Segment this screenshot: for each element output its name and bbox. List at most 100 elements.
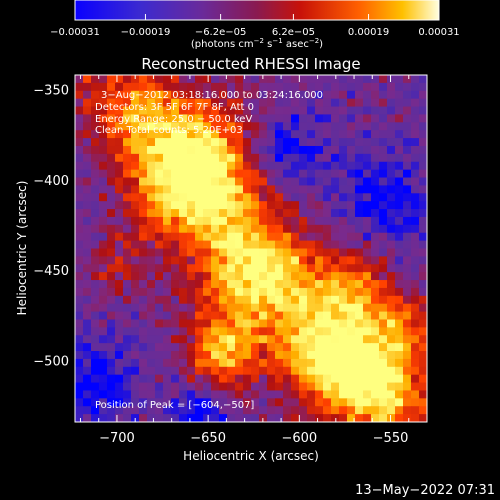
heatmap-cell — [419, 287, 427, 297]
heatmap-cell — [123, 390, 132, 399]
heatmap-cell — [387, 216, 396, 226]
heatmap-cell — [291, 82, 300, 92]
heatmap-cell — [363, 193, 372, 202]
heatmap-cell — [139, 351, 148, 360]
heatmap-cell — [195, 90, 204, 100]
heatmap-cell — [195, 311, 204, 321]
heatmap-cell — [259, 398, 268, 407]
heatmap-cell — [131, 287, 140, 297]
heatmap-cell — [131, 185, 140, 194]
heatmap-cell — [203, 145, 212, 155]
heatmap-cell — [139, 232, 148, 242]
heatmap-cell — [299, 201, 308, 210]
heatmap-cell — [131, 390, 140, 399]
heatmap-cell — [371, 358, 380, 368]
heatmap-cell — [187, 216, 196, 226]
heatmap-cell — [275, 232, 284, 242]
heatmap-cell — [195, 319, 204, 328]
heatmap-cell — [411, 169, 420, 179]
heatmap-cell — [187, 122, 196, 131]
heatmap-cell — [211, 319, 220, 328]
heatmap-cell — [419, 90, 427, 100]
heatmap-cell — [315, 398, 324, 407]
heatmap-cell — [243, 256, 252, 265]
heatmap-cell — [203, 311, 212, 321]
heatmap-cell — [75, 106, 84, 116]
heatmap-cell — [107, 209, 116, 218]
heatmap-cell — [323, 414, 332, 422]
heatmap-cell — [315, 256, 324, 265]
heatmap-cell — [387, 311, 396, 321]
heatmap-cell — [187, 366, 196, 376]
heatmap-cell — [403, 98, 412, 108]
heatmap-cell — [179, 398, 188, 407]
heatmap-cell — [259, 114, 268, 123]
heatmap-cell — [171, 185, 180, 194]
heatmap-cell — [403, 122, 412, 131]
heatmap-cell — [91, 319, 100, 328]
heatmap-cell — [339, 185, 348, 194]
heatmap-cell — [139, 287, 148, 297]
heatmap-cell — [331, 303, 340, 313]
heatmap-cell — [163, 406, 172, 415]
heatmap-cell — [363, 201, 372, 210]
heatmap-cell — [379, 280, 388, 289]
heatmap-cell — [283, 145, 292, 155]
heatmap-cell — [283, 390, 292, 399]
heatmap-cell — [243, 82, 252, 92]
heatmap-cell — [299, 90, 308, 100]
heatmap-cell — [387, 414, 396, 422]
heatmap-cell — [251, 106, 260, 116]
heatmap-cell — [123, 272, 132, 281]
heatmap-cell — [347, 90, 356, 100]
heatmap-cell — [315, 201, 324, 210]
heatmap-cell — [411, 98, 420, 108]
heatmap-cell — [275, 327, 284, 336]
heatmap-cell — [307, 311, 316, 321]
heatmap-cell — [227, 90, 236, 100]
heatmap-cell — [331, 327, 340, 336]
heatmap-cell — [91, 311, 100, 321]
heatmap-cell — [371, 390, 380, 399]
heatmap-cell — [403, 240, 412, 250]
heatmap-cell — [115, 343, 124, 352]
heatmap-cell — [387, 358, 396, 368]
heatmap-cell — [291, 264, 300, 273]
heatmap-cell — [219, 232, 228, 242]
heatmap-cell — [315, 272, 324, 281]
heatmap-cell — [115, 232, 124, 242]
heatmap-cell — [331, 406, 340, 415]
heatmap-cell — [147, 366, 156, 376]
heatmap-cell — [171, 398, 180, 407]
heatmap-cell — [107, 130, 116, 139]
heatmap-cell — [283, 280, 292, 289]
heatmap-cell — [235, 335, 244, 344]
heatmap-cell — [155, 122, 164, 131]
heatmap-cell — [227, 185, 236, 194]
heatmap-cell — [219, 366, 228, 376]
heatmap-cell — [395, 335, 404, 344]
heatmap-cell — [147, 232, 156, 242]
heatmap-cell — [195, 138, 204, 147]
heatmap-cell — [179, 224, 188, 234]
heatmap-cell — [323, 398, 332, 407]
heatmap-cell — [291, 358, 300, 368]
heatmap-cell — [123, 335, 132, 344]
heatmap-cell — [75, 295, 84, 305]
heatmap-cell — [291, 382, 300, 392]
clean-annotation: Clean Total counts: 5.20E+03 — [95, 125, 243, 136]
heatmap-cell — [163, 122, 172, 131]
heatmap-cell — [307, 406, 316, 415]
colorbar — [74, 0, 440, 21]
heatmap-cell — [131, 319, 140, 328]
heatmap-cell — [387, 335, 396, 344]
heatmap-cell — [243, 406, 252, 415]
heatmap-cell — [355, 75, 364, 84]
heatmap-cell — [395, 366, 404, 376]
heatmap-cell — [163, 280, 172, 289]
heatmap-cell — [323, 248, 332, 257]
heatmap-cell — [251, 145, 260, 155]
heatmap-cell — [251, 114, 260, 123]
heatmap-cell — [379, 382, 388, 392]
heatmap-cell — [251, 358, 260, 368]
